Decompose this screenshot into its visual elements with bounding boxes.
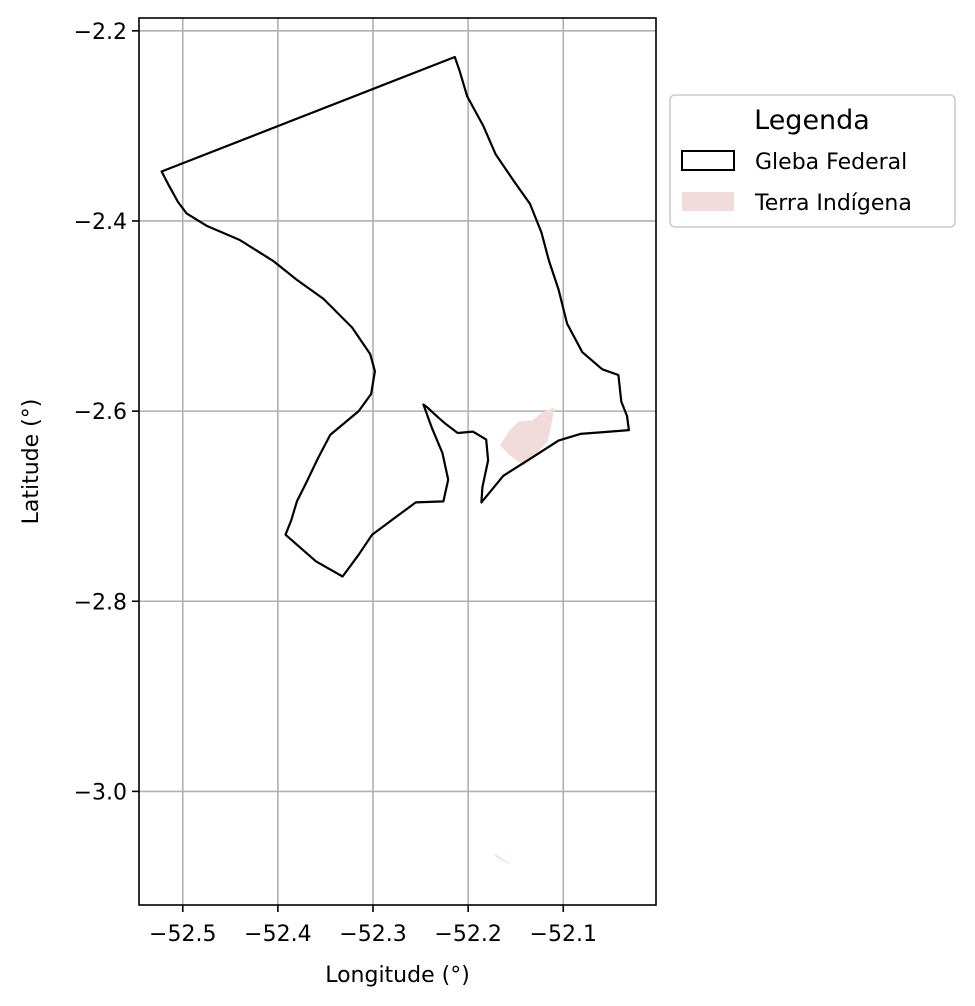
legend: Legenda Gleba Federal Terra Indígena <box>669 94 956 228</box>
x-tick-label: −52.2 <box>434 922 501 947</box>
map-layers <box>160 55 631 864</box>
y-tick-label: −2.8 <box>74 590 127 615</box>
legend-title: Legenda <box>754 105 870 136</box>
x-tick-label: −52.1 <box>530 922 597 947</box>
terra-indigena-polygon <box>494 853 511 864</box>
y-axis-ticks: −2.2 −2.4 −2.6 −2.8 −3.0 <box>74 20 139 805</box>
gleba-federal-polygon <box>160 55 631 578</box>
x-tick-label: −52.4 <box>244 922 311 947</box>
y-tick-label: −2.6 <box>74 400 127 425</box>
legend-frame <box>669 94 956 228</box>
y-tick-label: −2.4 <box>74 210 127 235</box>
x-tick-label: −52.3 <box>339 922 406 947</box>
axes-frame <box>138 17 657 906</box>
gridlines <box>139 18 656 905</box>
x-axis-label: Longitude (°) <box>325 963 470 988</box>
legend-swatch-gleba-federal <box>681 150 735 171</box>
axes-background <box>139 18 656 905</box>
x-tick-label: −52.5 <box>149 922 216 947</box>
legend-swatch-terra-indigena <box>682 192 734 211</box>
plot-area <box>138 17 657 906</box>
y-tick-label: −3.0 <box>74 780 127 805</box>
y-tick-label: −2.2 <box>74 20 127 45</box>
legend-label-terra-indigena: Terra Indígena <box>754 191 912 216</box>
x-axis-ticks: −52.5 −52.4 −52.3 −52.2 −52.1 <box>149 905 597 947</box>
legend-label-gleba-federal: Gleba Federal <box>755 150 907 175</box>
y-axis-label: Latitude (°) <box>19 399 44 525</box>
